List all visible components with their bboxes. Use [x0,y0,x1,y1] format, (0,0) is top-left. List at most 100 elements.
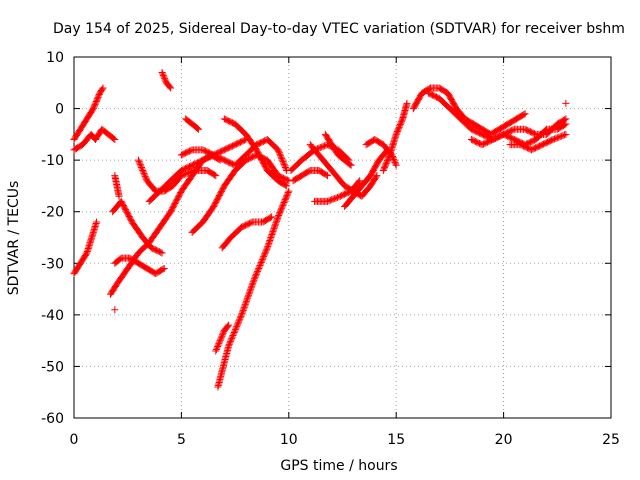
data-point [137,162,145,170]
series-arc29 [506,130,570,154]
data-point [239,306,247,314]
data-point [283,191,291,199]
data-point [230,329,238,337]
data-point [372,173,380,181]
data-point [240,303,248,311]
data-point [228,334,236,342]
data-point [283,176,291,184]
data-point [239,308,247,316]
data-point [282,193,290,201]
data-point [280,161,288,169]
data-point [135,158,143,166]
y-tick-label: -60 [41,411,64,427]
series-arc31 [111,306,119,314]
data-point [266,235,274,243]
data-point [329,195,337,203]
series-arc25 [379,99,411,174]
data-point [281,196,289,204]
data-point [136,161,144,169]
data-point [115,192,123,200]
data-point [264,242,272,250]
data-point [555,133,563,141]
data-point [281,197,289,205]
data-point [225,342,233,350]
data-point [275,147,283,155]
data-point [260,251,268,259]
data-point [562,99,570,107]
x-tick-label: 15 [387,432,405,448]
data-point [268,231,276,239]
data-point [236,315,244,323]
data-point [141,172,149,180]
data-point [231,327,239,335]
data-point [276,207,284,215]
series-arc1 [70,84,107,144]
data-point [257,260,265,268]
data-point [255,264,263,272]
data-point [556,133,564,141]
data-point [93,218,101,226]
data-point [240,305,248,313]
data-point [325,197,333,205]
data-point [233,323,241,331]
data-point [219,329,227,337]
data-point [266,214,274,222]
data-point [282,165,290,173]
data-point [263,245,271,253]
data-point [233,321,241,329]
series-arc18 [289,166,331,185]
data-point [281,162,289,170]
series-arc3 [70,218,101,278]
data-point [250,275,258,283]
data-point [279,201,287,209]
y-tick-label: -50 [41,359,64,375]
data-point [138,165,146,173]
data-point [139,166,147,174]
data-point [278,204,286,212]
data-point [237,312,245,320]
series-arc11 [182,115,203,133]
series-arc17 [218,213,276,252]
data-point [277,206,285,214]
axis-ticks: 0 5 10 15 20 25 10 0 -10 -20 -30 -40 -50 -60 [41,50,620,448]
y-tick-label: -30 [41,256,64,272]
series-arc30 [562,99,570,107]
data-point [261,248,269,256]
y-axis-label: SDTVAR / TECUs [6,181,22,296]
data-point [230,330,238,338]
data-point [212,347,220,355]
data-point [392,160,400,168]
series-arc21 [311,177,364,205]
data-point [285,187,293,195]
y-tick-label: -40 [41,308,64,324]
data-point [323,172,331,180]
data-point [281,181,289,189]
data-point [331,195,339,203]
data-point [266,236,274,244]
series-arc2 [70,125,119,154]
data-point [559,132,567,140]
series-arc14 [188,151,293,236]
data-point [284,189,292,197]
data-point [265,238,273,246]
series-arc5 [111,254,168,278]
data-point [284,190,292,198]
data-point [562,120,570,128]
data-point [159,265,167,273]
x-tick-label: 20 [495,432,513,448]
series-arc23 [341,146,392,211]
data-point [232,324,240,332]
data-point [253,269,261,277]
data-point [277,152,285,160]
data-point [246,288,254,296]
data-point [392,161,400,169]
data-point [260,253,268,261]
data-point [245,291,253,299]
data-point [549,136,557,144]
data-point [262,247,270,255]
data-point [316,144,324,152]
data-point [267,234,275,241]
data-point [391,158,399,166]
data-point [225,340,233,348]
